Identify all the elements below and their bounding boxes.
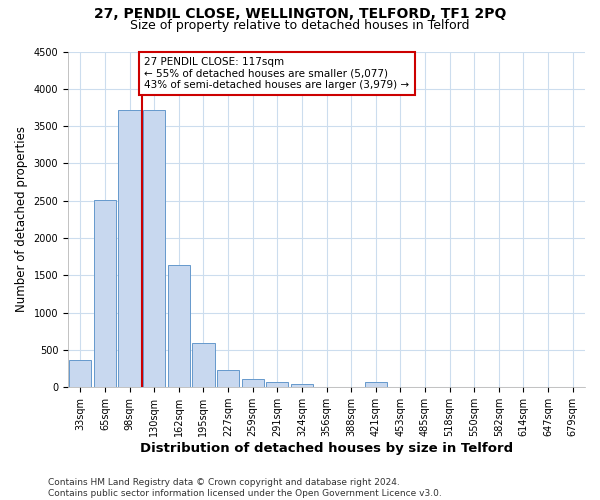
Bar <box>168 265 190 387</box>
Bar <box>193 343 215 387</box>
Bar <box>242 380 264 387</box>
Bar <box>266 382 289 387</box>
Text: Contains HM Land Registry data © Crown copyright and database right 2024.
Contai: Contains HM Land Registry data © Crown c… <box>48 478 442 498</box>
Bar <box>143 110 165 387</box>
Bar <box>69 360 91 387</box>
Text: 27, PENDIL CLOSE, WELLINGTON, TELFORD, TF1 2PQ: 27, PENDIL CLOSE, WELLINGTON, TELFORD, T… <box>94 8 506 22</box>
Bar <box>217 370 239 387</box>
Bar <box>365 382 387 387</box>
Bar <box>118 110 140 387</box>
Bar <box>291 384 313 387</box>
X-axis label: Distribution of detached houses by size in Telford: Distribution of detached houses by size … <box>140 442 513 455</box>
Bar <box>94 200 116 387</box>
Text: Size of property relative to detached houses in Telford: Size of property relative to detached ho… <box>130 19 470 32</box>
Text: 27 PENDIL CLOSE: 117sqm
← 55% of detached houses are smaller (5,077)
43% of semi: 27 PENDIL CLOSE: 117sqm ← 55% of detache… <box>145 56 409 90</box>
Y-axis label: Number of detached properties: Number of detached properties <box>15 126 28 312</box>
